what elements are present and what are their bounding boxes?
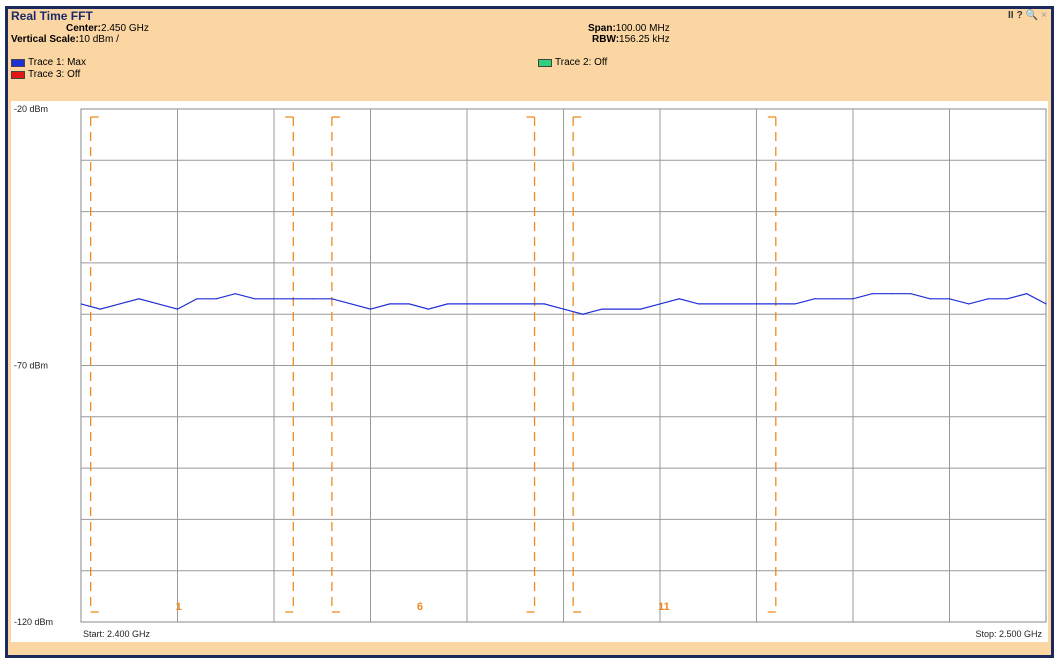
trace-point <box>176 308 179 310</box>
trace-point <box>312 298 314 300</box>
trace-point <box>794 303 796 305</box>
legend-label-trace-3: Trace 3: Off <box>28 69 81 80</box>
zoom-icon[interactable]: 🔍 <box>1025 10 1039 21</box>
help-icon[interactable]: ? <box>1016 10 1023 21</box>
trace-point <box>1045 303 1047 305</box>
vertical-scale-label: Vertical Scale: <box>11 34 79 45</box>
spectrum-plot-area[interactable]: 1 6 11 -20 dBm -70 dBm -120 dBm Start: 2.400 G… <box>11 101 1048 642</box>
trace-point <box>968 303 970 305</box>
rbw-readout: RBW:156.25 kHz <box>592 34 670 45</box>
trace-point <box>929 298 931 300</box>
trace-point <box>427 308 429 310</box>
channel-label: 1 <box>176 601 182 613</box>
trace-point <box>292 298 294 300</box>
vertical-scale-readout: Vertical Scale:10 dBm / <box>11 34 119 45</box>
span-value: 100.00 MHz <box>615 23 670 34</box>
trace-point <box>408 303 410 305</box>
window-title: Real Time FFT <box>11 9 93 23</box>
pause-icon[interactable]: II <box>1008 10 1014 21</box>
rbw-label: RBW: <box>592 34 620 45</box>
trace-point <box>640 308 642 310</box>
trace-point <box>466 303 468 305</box>
span-label: Span: <box>588 23 616 34</box>
trace-point <box>369 308 372 310</box>
start-frequency-label: Start: 2.400 GHz <box>83 629 151 639</box>
trace-point <box>157 303 159 305</box>
vertical-scale-value: 10 dBm / <box>78 34 119 45</box>
center-readout: Center:2.450 GHz <box>66 23 149 34</box>
span-readout: Span:100.00 MHz <box>588 23 670 34</box>
channel-label: 6 <box>417 601 423 613</box>
legend-swatch-trace-3 <box>11 70 25 79</box>
stop-frequency-label: Stop: 2.500 GHz <box>975 629 1042 639</box>
center-value: 2.450 GHz <box>101 23 149 34</box>
legend-swatch-trace-2 <box>538 58 552 67</box>
trace-point <box>196 298 198 300</box>
trace-point <box>1006 298 1009 300</box>
trace-point <box>987 298 989 300</box>
trace-point <box>659 303 661 305</box>
trace-point <box>543 303 545 305</box>
trace-point <box>485 303 487 305</box>
trace-point <box>910 293 912 295</box>
trace-point <box>234 293 236 295</box>
trace-point <box>852 298 854 300</box>
trace-point <box>833 298 835 300</box>
y-tick-label: -20 dBm <box>14 104 48 114</box>
rbw-value: 156.25 kHz <box>619 34 670 45</box>
y-tick-label: -120 dBm <box>14 617 53 627</box>
trace-point <box>138 298 140 300</box>
spectrum-chart[interactable]: 1 6 11 -20 dBm -70 dBm -120 dBm Start: 2.400 G… <box>11 101 1048 642</box>
trace-point <box>717 303 719 305</box>
trace-point <box>698 303 700 305</box>
real-time-fft-window: Real Time FFT II ? 🔍 × Center:2.450 GHz … <box>5 6 1054 658</box>
legend-trace-2[interactable]: Trace 2: Off <box>538 57 607 68</box>
center-label: Center: <box>66 23 102 34</box>
trace-point <box>948 298 951 300</box>
legend-label-trace-2: Trace 2: Off <box>555 57 608 68</box>
trace-point <box>119 303 121 305</box>
trace-point <box>99 308 101 310</box>
legend-trace-1[interactable]: Trace 1: Max <box>11 57 86 68</box>
trace-point <box>871 293 873 295</box>
trace-point <box>524 303 526 305</box>
trace-point <box>447 303 449 305</box>
close-icon[interactable]: × <box>1041 10 1047 21</box>
trace-point <box>273 298 275 300</box>
trace-point <box>505 303 507 305</box>
trace-point <box>775 303 777 305</box>
legend-swatch-trace-1 <box>11 58 25 67</box>
trace-point <box>562 308 565 310</box>
trace-point <box>755 303 758 305</box>
trace-point <box>80 303 82 305</box>
trace-point <box>813 298 816 300</box>
channel-label: 11 <box>658 601 670 613</box>
window-controls: II ? 🔍 × <box>1008 10 1047 21</box>
legend-trace-3[interactable]: Trace 3: Off <box>11 69 80 80</box>
trace-point <box>254 298 256 300</box>
y-tick-label: -70 dBm <box>14 361 48 371</box>
trace-point <box>601 308 603 310</box>
trace-point <box>678 298 680 300</box>
trace-point <box>620 308 623 310</box>
legend-label-trace-1: Trace 1: Max <box>28 57 86 68</box>
trace-point <box>331 298 333 300</box>
trace-point <box>1026 293 1028 295</box>
trace-point <box>582 313 584 315</box>
trace-point <box>215 298 217 300</box>
trace-point <box>389 303 391 305</box>
trace-point <box>350 303 352 305</box>
trace-point <box>736 303 738 305</box>
trace-point <box>891 293 893 295</box>
